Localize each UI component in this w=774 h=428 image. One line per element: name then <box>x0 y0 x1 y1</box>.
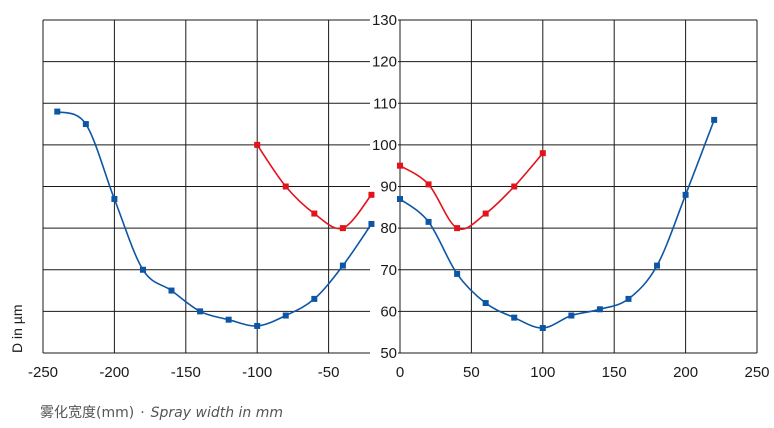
data-point-p1-s1-4 <box>511 183 518 190</box>
data-point-p0-s0-10 <box>339 262 346 269</box>
series-line-p1-s0 <box>399 119 715 329</box>
y-tick-label-4: 90 <box>380 179 397 196</box>
x-tick-label-8: 150 <box>602 364 627 381</box>
x-tick-label-4: -50 <box>318 364 340 381</box>
data-point-p0-s0-4 <box>168 287 175 294</box>
data-point-p0-s0-6 <box>225 316 232 323</box>
data-point-p0-s0-11 <box>368 220 375 227</box>
y-tick-bg-5 <box>370 135 398 154</box>
data-point-p1-s0-5 <box>539 325 546 332</box>
data-point-p0-s0-0 <box>54 108 61 115</box>
data-point-p1-s0-4 <box>511 314 518 321</box>
data-point-p0-s0-2 <box>111 195 118 202</box>
y-tick-bg-2 <box>370 260 398 279</box>
data-point-p0-s1-0 <box>254 141 261 148</box>
y-tick-label-6: 110 <box>373 95 397 112</box>
y-tick-bg-7 <box>370 52 398 71</box>
y-tick-bg-6 <box>370 94 398 113</box>
y-tick-label-2: 70 <box>380 262 397 279</box>
x-tick-label-7: 100 <box>530 364 555 381</box>
data-point-p0-s0-5 <box>197 308 204 315</box>
x-tick-label-3: -100 <box>242 364 272 381</box>
x-tick-label-2: -150 <box>171 364 201 381</box>
y-tick-label-7: 120 <box>372 54 397 71</box>
x-tick-label-6: 50 <box>463 364 480 381</box>
data-point-p0-s0-9 <box>311 295 318 302</box>
data-point-p1-s0-11 <box>711 116 718 123</box>
x-tick-label-10: 250 <box>744 364 769 381</box>
data-point-p0-s1-4 <box>368 191 375 198</box>
data-point-p1-s1-3 <box>482 210 489 217</box>
x-tick-label-0: -250 <box>28 364 58 381</box>
x-tick-labels: -250 -200 -150 -100 -50 0 50 100 150 200 250 <box>28 364 770 381</box>
x-axis-label-en: Spray width in mm <box>150 405 284 421</box>
y-tick-labels: 50 60 70 80 90 100 110 120 130 <box>370 11 398 362</box>
y-tick-label-8: 130 <box>372 12 397 29</box>
y-tick-label-3: 80 <box>380 220 397 237</box>
data-point-p1-s0-7 <box>596 306 603 313</box>
grid-lines <box>42 19 758 354</box>
data-point-p1-s1-5 <box>539 150 546 157</box>
x-axis-label: 雾化宽度(mm) · Spray width in mm <box>40 402 283 422</box>
data-point-p0-s1-2 <box>311 210 318 217</box>
data-point-p1-s0-9 <box>654 262 661 269</box>
x-axis-label-separator: · <box>140 405 145 421</box>
data-point-p1-s0-2 <box>454 270 461 277</box>
data-point-p1-s0-1 <box>425 218 432 225</box>
y-tick-label-5: 100 <box>372 137 397 154</box>
y-tick-bg-4 <box>370 177 398 196</box>
data-point-p1-s1-1 <box>425 181 432 188</box>
data-point-p0-s1-1 <box>282 183 289 190</box>
data-point-p1-s0-3 <box>482 300 489 307</box>
y-axis-label: D in µm <box>9 304 25 353</box>
data-point-p1-s1-2 <box>454 225 461 232</box>
data-point-p0-s0-3 <box>139 266 146 273</box>
data-point-p1-s0-8 <box>625 295 632 302</box>
x-tick-label-1: -200 <box>99 364 129 381</box>
data-point-p1-s1-0 <box>397 162 403 169</box>
data-point-p0-s0-1 <box>82 121 89 128</box>
data-point-p0-s1-3 <box>339 225 346 232</box>
data-point-p1-s0-10 <box>682 191 689 198</box>
data-point-p1-s0-0 <box>397 195 403 202</box>
data-series <box>54 108 718 332</box>
x-axis-label-cn: 雾化宽度(mm) <box>40 405 135 421</box>
x-tick-label-9: 200 <box>673 364 698 381</box>
y-tick-bg-1 <box>370 302 398 321</box>
y-tick-label-1: 60 <box>380 303 397 320</box>
y-tick-bg-8 <box>370 11 398 29</box>
y-tick-bg-0 <box>370 344 398 362</box>
y-tick-label-0: 50 <box>380 345 397 362</box>
data-point-p1-s0-6 <box>568 312 575 319</box>
data-point-p0-s0-8 <box>282 312 289 319</box>
x-tick-label-5: 0 <box>396 364 404 381</box>
data-point-p0-s0-7 <box>254 322 261 329</box>
series-line-p0-s0 <box>56 110 373 327</box>
y-tick-bg-3 <box>370 219 398 238</box>
